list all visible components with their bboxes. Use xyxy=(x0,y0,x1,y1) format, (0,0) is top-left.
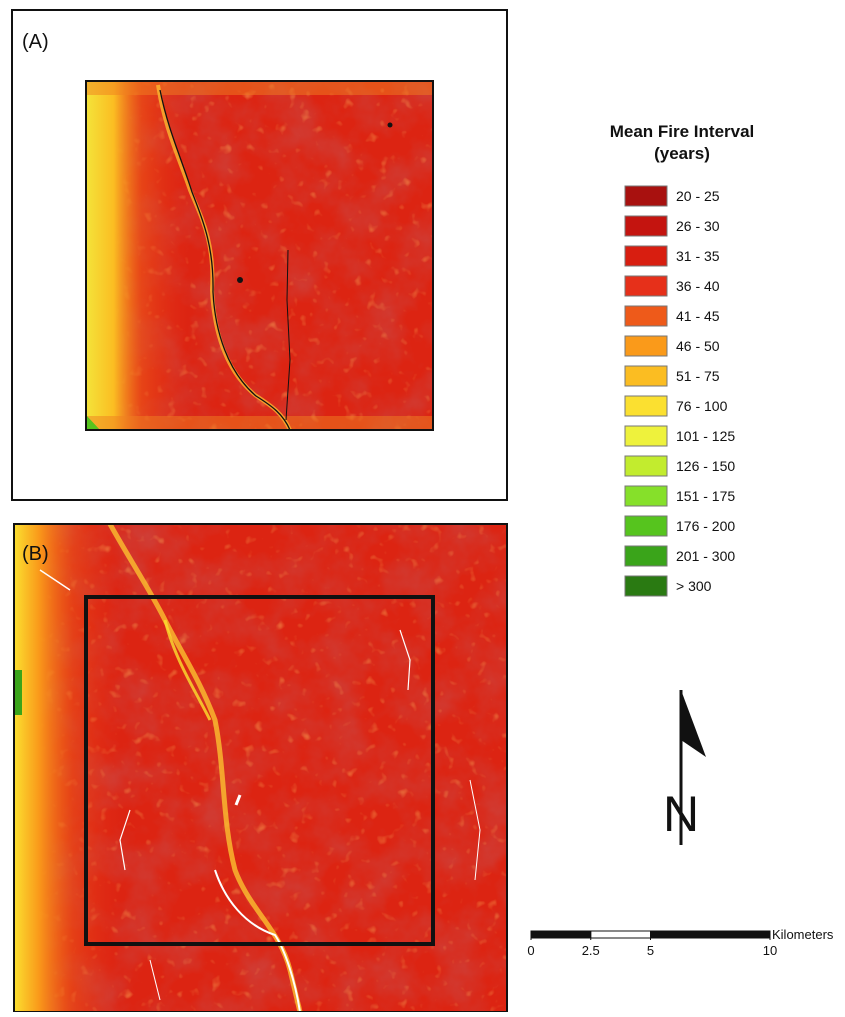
legend-label: 101 - 125 xyxy=(676,428,735,444)
legend-swatch xyxy=(624,575,668,597)
map-a xyxy=(86,81,433,430)
legend-swatch xyxy=(624,215,668,237)
scale-tick-label: 2.5 xyxy=(582,943,600,958)
legend-swatch xyxy=(624,515,668,537)
north-arrow: N xyxy=(663,690,706,845)
legend-swatch xyxy=(624,185,668,207)
scale-tick-label: 0 xyxy=(527,943,534,958)
legend: Mean Fire Interval (years) 20 - 25 26 - 3… xyxy=(610,122,755,597)
legend-swatch xyxy=(624,245,668,267)
legend-label: 51 - 75 xyxy=(676,368,720,384)
scale-tick-label: 10 xyxy=(763,943,777,958)
scale-segment xyxy=(650,930,771,939)
scale-segment xyxy=(590,930,651,939)
legend-label: 201 - 300 xyxy=(676,548,735,564)
map-frame xyxy=(85,80,434,431)
legend-swatch xyxy=(624,335,668,357)
legend-label: 76 - 100 xyxy=(676,398,728,414)
legend-swatch xyxy=(624,395,668,417)
legend-swatch xyxy=(624,425,668,447)
legend-swatch xyxy=(624,455,668,477)
legend-title: Mean Fire Interval xyxy=(610,122,755,141)
legend-label: 20 - 25 xyxy=(676,188,720,204)
legend-label: 126 - 150 xyxy=(676,458,735,474)
legend-label: 176 - 200 xyxy=(676,518,735,534)
north-label: N xyxy=(663,786,699,842)
legend-label: 41 - 45 xyxy=(676,308,720,324)
extent-box xyxy=(84,595,435,946)
scale-unit: Kilometers xyxy=(772,927,834,942)
legend-label: 36 - 40 xyxy=(676,278,720,294)
legend-swatch xyxy=(624,365,668,387)
legend-label: > 300 xyxy=(676,578,712,594)
legend-label: 31 - 35 xyxy=(676,248,720,264)
panel-label: (B) xyxy=(22,543,49,565)
scale-tick-label: 5 xyxy=(647,943,654,958)
legend-label: 46 - 50 xyxy=(676,338,720,354)
legend-swatch xyxy=(624,485,668,507)
legend-swatch xyxy=(624,275,668,297)
map-b xyxy=(14,524,507,1012)
legend-label: 26 - 30 xyxy=(676,218,720,234)
scale-segment xyxy=(530,930,592,939)
legend-title: (years) xyxy=(654,144,710,163)
legend-label: 151 - 175 xyxy=(676,488,735,504)
legend-swatch xyxy=(624,545,668,567)
legend-swatch xyxy=(624,305,668,327)
panel-label: (A) xyxy=(22,31,49,53)
